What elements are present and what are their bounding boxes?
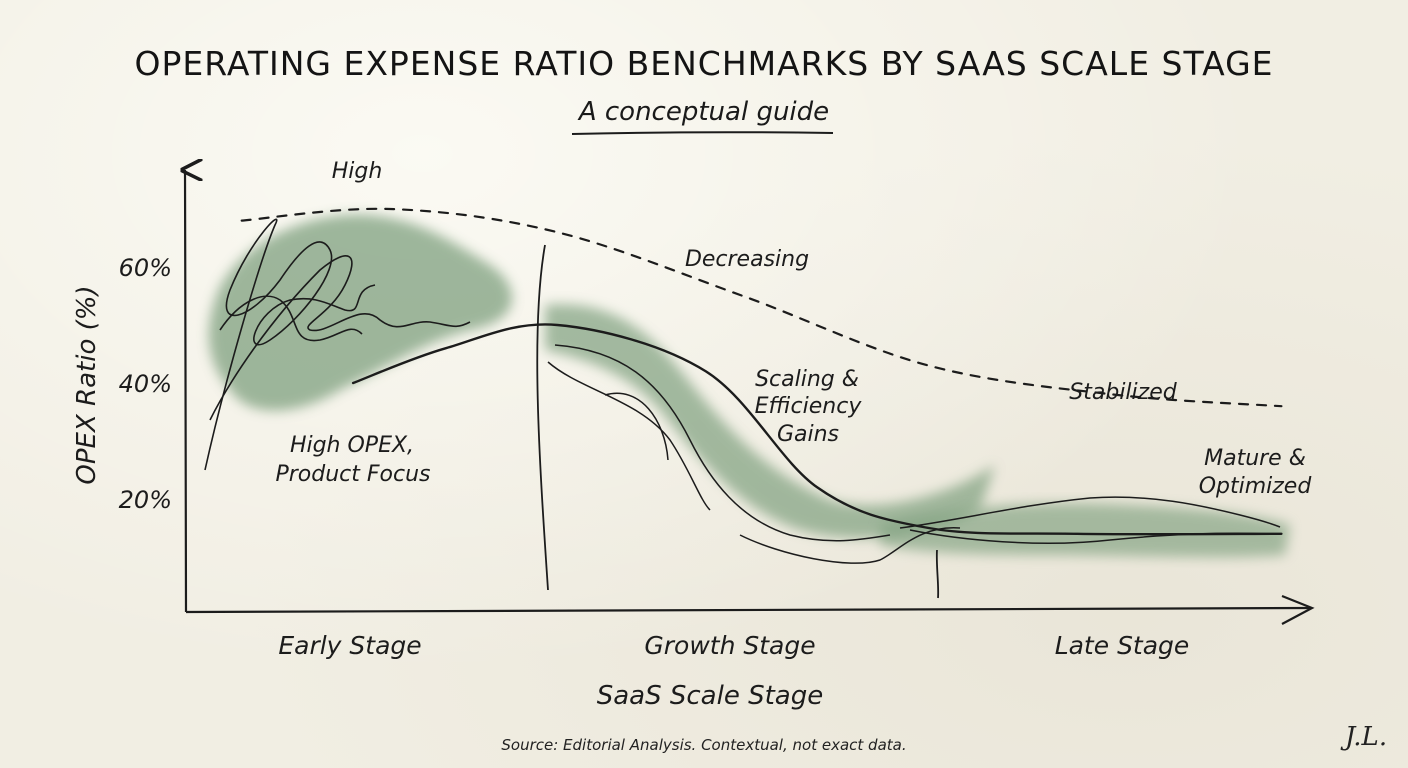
watercolor-wash-late <box>880 503 1290 558</box>
x-axis-arrowhead <box>1281 594 1315 625</box>
divider-growth-late <box>935 549 940 599</box>
benchmark-dashed-line <box>240 207 1283 408</box>
watercolor-wash-growth <box>545 304 995 539</box>
chart-annotation: Stabilized <box>1069 380 1177 405</box>
x-axis-label: SaaS Scale Stage <box>597 681 823 711</box>
chart-annotation: Efficiency <box>755 394 863 419</box>
subtitle-underline <box>571 131 834 135</box>
chart-annotation: Gains <box>777 422 839 447</box>
y-tick-label: 20% <box>119 486 172 514</box>
x-axis-line <box>185 606 1311 614</box>
tick-layer: 20% 40% 60% Early Stage Growth Stage Late Sta… <box>119 254 1190 660</box>
y-axis-label: OPEX Ratio (%) <box>72 285 102 484</box>
chart-annotation: High OPEX, <box>290 433 414 458</box>
x-category-label: Growth Stage <box>644 631 815 660</box>
chart-annotation: Product Focus <box>275 462 430 487</box>
y-tick-label: 60% <box>119 254 172 282</box>
x-category-label: Early Stage <box>278 631 421 660</box>
opex-trend-line <box>351 323 1283 536</box>
chart-annotation: High <box>332 159 383 184</box>
watercolor-wash-early <box>208 214 513 411</box>
chart-title: OPERATING EXPENSE RATIO BENCHMARKS BY SA… <box>134 44 1274 83</box>
chart-annotation: Scaling & <box>755 367 859 392</box>
source-note: Source: Editorial Analysis. Contextual, … <box>501 736 907 754</box>
early-stage-scribble <box>204 218 471 471</box>
x-category-label: Late Stage <box>1055 631 1190 660</box>
series-layer <box>240 207 1283 536</box>
chart-subtitle: A conceptual guide <box>578 97 830 127</box>
annotation-layer: High Decreasing Stabilized High OPEX, Produc… <box>275 159 1312 499</box>
y-axis-line <box>185 170 186 613</box>
chart-annotation: Optimized <box>1199 474 1313 499</box>
chart-annotation: Mature & <box>1204 446 1306 471</box>
y-tick-label: 40% <box>119 370 172 398</box>
chart-annotation: Decreasing <box>685 247 809 272</box>
author-signature: J.L. <box>1344 722 1388 752</box>
divider-early-growth <box>536 244 549 591</box>
